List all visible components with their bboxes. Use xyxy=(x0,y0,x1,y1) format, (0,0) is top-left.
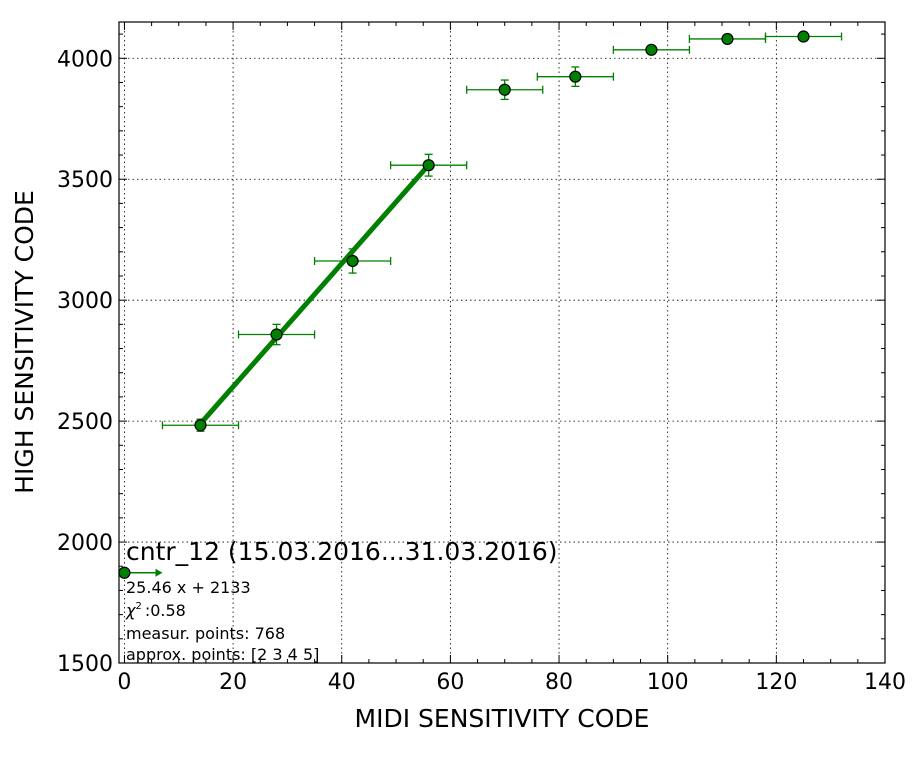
y-tick-label: 2500 xyxy=(57,410,113,435)
point-marker xyxy=(271,329,282,340)
data-point xyxy=(537,67,613,86)
chi-exponent: 2 xyxy=(135,601,141,612)
data-point xyxy=(315,249,391,273)
y-tick-label: 4000 xyxy=(57,47,113,72)
legend-marker xyxy=(119,567,130,578)
x-tick-label: 100 xyxy=(647,670,689,695)
x-tick-label: 20 xyxy=(219,670,247,695)
x-tick-label: 80 xyxy=(545,670,573,695)
chi-value: :0.58 xyxy=(145,601,186,620)
data-point xyxy=(391,154,467,176)
x-tick-label: 40 xyxy=(328,670,356,695)
fit-layer xyxy=(200,165,428,424)
approx-points: approx. points: [2 3 4 5] xyxy=(126,645,319,664)
point-marker xyxy=(347,255,358,266)
x-axis-label: MIDI SENSITIVITY CODE xyxy=(355,704,650,733)
chi-square: χ2 :0.58 xyxy=(125,601,186,620)
y-tick-label: 1500 xyxy=(57,652,113,677)
fit-equation: 25.46 x + 2133 xyxy=(126,578,251,597)
data-point xyxy=(765,31,841,42)
point-marker xyxy=(798,31,809,42)
minor-ticks xyxy=(119,22,885,663)
point-marker xyxy=(570,71,581,82)
point-marker xyxy=(423,160,434,171)
data-point xyxy=(689,33,765,44)
fit-line xyxy=(200,165,428,424)
legend-layer xyxy=(119,567,163,578)
chart-title: cntr_12 (15.03.2016...31.03.2016) xyxy=(126,537,558,566)
measured-points: measur. points: 768 xyxy=(126,624,285,643)
x-tick-label: 0 xyxy=(117,670,131,695)
y-axis-label: HIGH SENSITIVITY CODE xyxy=(10,190,39,494)
points-layer xyxy=(162,31,841,431)
tick-labels: 0 20 40 60 80 100 120 140 1500 2000 2500 3000 3500 40… xyxy=(57,47,906,695)
y-tick-label: 3000 xyxy=(57,289,113,314)
data-point xyxy=(613,44,689,55)
point-marker xyxy=(195,420,206,431)
point-marker xyxy=(722,33,733,44)
x-tick-label: 140 xyxy=(864,670,906,695)
plot-frame xyxy=(119,22,885,663)
y-tick-label: 2000 xyxy=(57,531,113,556)
x-tick-label: 60 xyxy=(436,670,464,695)
y-tick-label: 3500 xyxy=(57,168,113,193)
x-tick-label: 120 xyxy=(755,670,797,695)
grid xyxy=(119,22,885,663)
chi-symbol: χ xyxy=(125,601,136,620)
point-marker xyxy=(499,84,510,95)
data-point xyxy=(467,80,543,99)
data-point xyxy=(239,324,315,344)
legend-arrow-head xyxy=(155,569,162,577)
point-marker xyxy=(646,44,657,55)
